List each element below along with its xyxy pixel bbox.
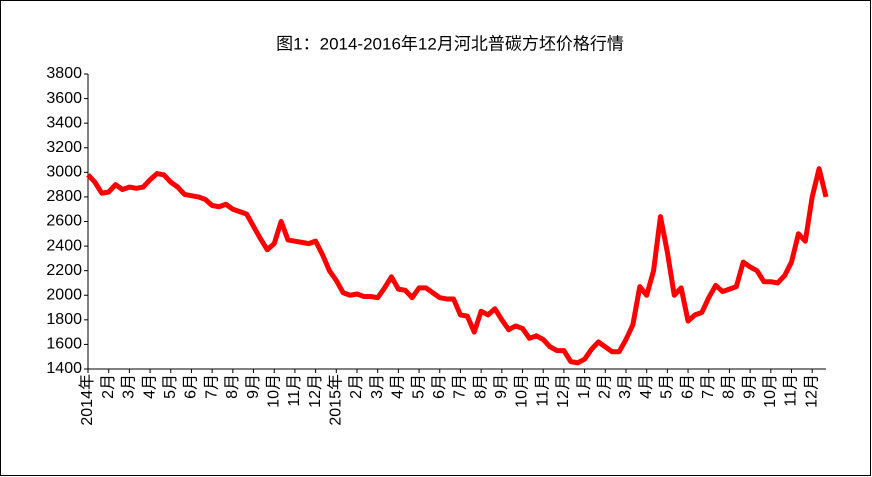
x-tick-label: 3月 bbox=[121, 374, 138, 399]
x-tick-label: 9月 bbox=[493, 374, 510, 399]
x-tick-label: 11月 bbox=[286, 374, 303, 407]
x-tick-label: 8月 bbox=[224, 374, 241, 399]
y-tick-label: 3400 bbox=[46, 114, 82, 131]
x-tick-label: 7月 bbox=[452, 374, 469, 399]
x-tick-label: 2月 bbox=[597, 374, 614, 399]
y-tick-label: 2600 bbox=[46, 213, 82, 230]
y-tick-label: 1400 bbox=[46, 360, 82, 377]
y-tick-label: 2000 bbox=[46, 286, 82, 303]
x-tick-label: 10月 bbox=[762, 374, 779, 408]
x-tick-label: 2014年 bbox=[78, 374, 96, 426]
y-tick-label: 3000 bbox=[46, 164, 82, 181]
x-tick-label: 8月 bbox=[721, 374, 738, 399]
x-tick-label: 2月 bbox=[100, 374, 117, 399]
x-tick-label: 11月 bbox=[534, 374, 551, 407]
x-tick-label: 12月 bbox=[803, 374, 820, 408]
x-tick-label: 4月 bbox=[141, 374, 158, 399]
x-tick-label: 9月 bbox=[245, 374, 262, 399]
x-tick-label: 6月 bbox=[183, 374, 200, 399]
x-tick-label: 12月 bbox=[555, 374, 572, 408]
y-tick-label: 3200 bbox=[46, 139, 82, 156]
line-series bbox=[86, 166, 829, 366]
x-tick-label: 12月 bbox=[307, 374, 324, 408]
y-tick-label: 2400 bbox=[46, 237, 82, 254]
y-tick-label: 2800 bbox=[46, 188, 82, 205]
x-tick-label: 1月 bbox=[576, 374, 593, 399]
y-tick-label: 3800 bbox=[46, 65, 82, 82]
x-tick-label: 7月 bbox=[203, 374, 220, 399]
x-tick-label: 5月 bbox=[410, 374, 427, 399]
x-tick-label: 2月 bbox=[348, 374, 365, 399]
y-tick-label: 1800 bbox=[46, 311, 82, 328]
x-tick-label: 5月 bbox=[162, 374, 179, 399]
x-tick-label: 4月 bbox=[390, 374, 407, 399]
x-tick-label: 2015年 bbox=[327, 374, 345, 426]
x-tick-label: 11月 bbox=[783, 374, 800, 407]
x-tick-label: 3月 bbox=[369, 374, 386, 399]
chart-title: 图1：2014-2016年12月河北普碳方坯价格行情 bbox=[276, 34, 624, 53]
x-tick-label: 9月 bbox=[741, 374, 758, 399]
x-tick-label: 8月 bbox=[472, 374, 489, 399]
x-tick-label: 5月 bbox=[659, 374, 676, 399]
y-tick-label: 1600 bbox=[46, 336, 82, 353]
x-tick-label: 6月 bbox=[679, 374, 696, 399]
x-tick-label: 7月 bbox=[700, 374, 717, 399]
x-tick-label: 3月 bbox=[617, 374, 634, 399]
y-tick-label: 2200 bbox=[46, 262, 82, 279]
x-tick-label: 10月 bbox=[265, 374, 282, 408]
x-tick-label: 4月 bbox=[638, 374, 655, 399]
x-tick-label: 10月 bbox=[514, 374, 531, 408]
y-tick-label: 3600 bbox=[46, 90, 82, 107]
x-tick-label: 6月 bbox=[431, 374, 448, 399]
